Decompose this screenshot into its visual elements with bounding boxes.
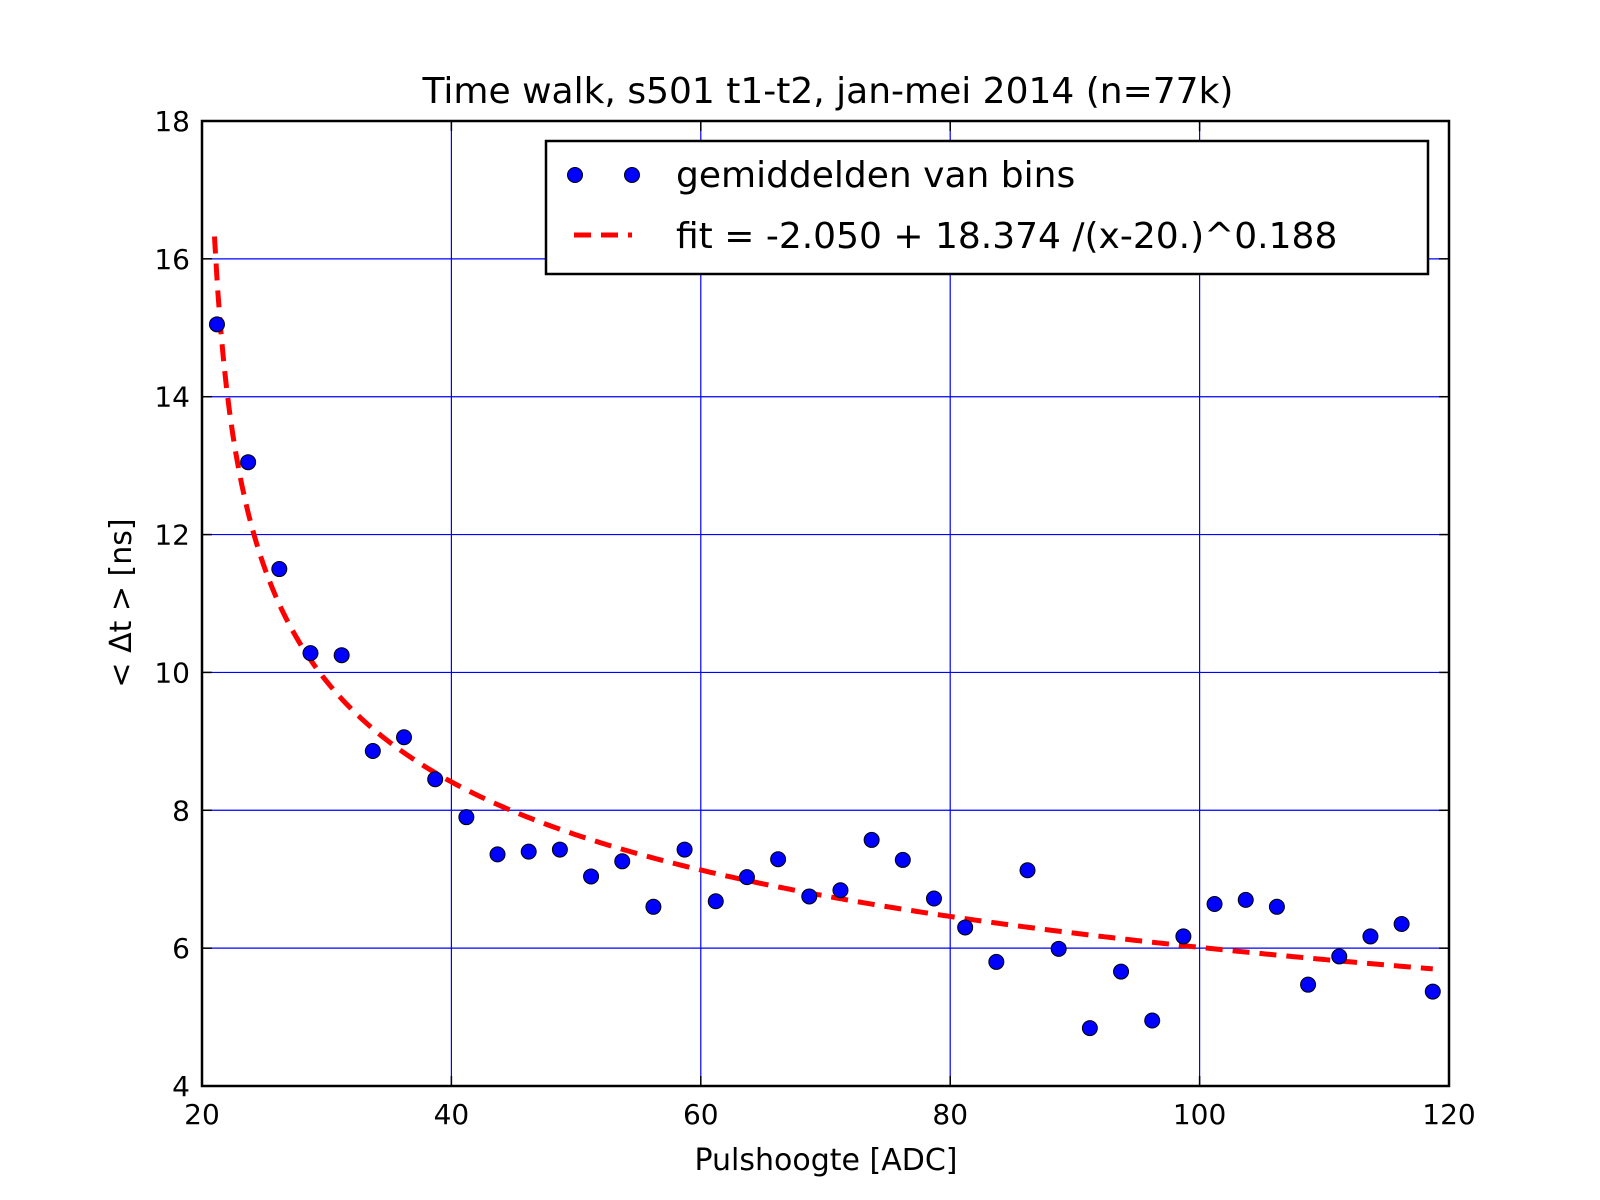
data-point (1393, 916, 1410, 933)
data-point (302, 645, 319, 662)
data-point (707, 893, 724, 910)
legend: gemiddelden van bins fit = -2.050 + 18.3… (544, 139, 1430, 276)
data-point (271, 561, 288, 578)
data-point (240, 454, 257, 471)
legend-label-points: gemiddelden van bins (676, 155, 1075, 196)
data-point (364, 743, 381, 760)
data-point (458, 809, 475, 826)
x-tick-labels: 20 40 60 80 100 120 (184, 1098, 1476, 1131)
data-point (396, 729, 413, 746)
x-tick-label: 80 (932, 1098, 968, 1131)
data-point (894, 851, 911, 868)
data-point (333, 647, 350, 664)
x-tick-label: 120 (1422, 1098, 1475, 1131)
data-point (583, 868, 600, 885)
data-point (1268, 898, 1285, 915)
legend-marker-point (624, 167, 640, 183)
data-point (1206, 896, 1223, 913)
data-point (832, 882, 849, 899)
y-tick-label: 14 (154, 381, 190, 414)
data-point (676, 841, 693, 858)
data-points-layer (208, 316, 1441, 1037)
plot-area-frame (200, 119, 1451, 1088)
data-point (1113, 963, 1130, 980)
data-point (551, 841, 568, 858)
data-point (1050, 940, 1067, 957)
data-point (988, 953, 1005, 970)
data-point (1362, 928, 1379, 945)
fit-curve-layer (211, 236, 1433, 972)
data-point (614, 853, 631, 870)
data-point (1424, 983, 1441, 1000)
y-tick-labels: 4 6 8 10 12 14 16 18 (154, 105, 190, 1103)
data-point (520, 843, 537, 860)
data-point (738, 869, 755, 886)
legend-frame (544, 139, 1430, 276)
fit-curve (211, 236, 1433, 972)
data-point (427, 771, 444, 788)
data-point (863, 831, 880, 848)
data-point (801, 888, 818, 905)
legend-marker-point (567, 167, 583, 183)
data-point (208, 316, 225, 333)
y-tick-label: 8 (172, 794, 190, 827)
x-tick-label: 20 (184, 1098, 220, 1131)
data-point (770, 851, 787, 868)
data-point (925, 890, 942, 907)
data-point (957, 919, 974, 936)
y-tick-label: 6 (172, 932, 190, 965)
y-tick-label: 18 (154, 105, 190, 138)
axis-ticks (201, 120, 1450, 1087)
chart-title: Time walk, s501 t1-t2, jan-mei 2014 (n=7… (422, 71, 1234, 112)
x-tick-label: 40 (434, 1098, 470, 1131)
data-point (1081, 1020, 1098, 1037)
y-tick-label: 16 (154, 243, 190, 276)
x-tick-label: 60 (683, 1098, 719, 1131)
x-axis-label: Pulshoogte [ADC] (694, 1143, 957, 1178)
legend-label-fit: fit = -2.050 + 18.374 /(x-20.)^0.188 (676, 216, 1337, 257)
data-point (1331, 948, 1348, 965)
y-axis-label: < Δt > [ns] (104, 518, 139, 687)
y-tick-label: 4 (172, 1070, 190, 1103)
y-tick-label: 12 (154, 519, 190, 552)
x-tick-label: 100 (1173, 1098, 1226, 1131)
data-point (645, 898, 662, 915)
data-point (489, 846, 506, 863)
data-point (1144, 1012, 1161, 1029)
data-point (1019, 862, 1036, 879)
data-point (1237, 891, 1254, 908)
data-point (1300, 976, 1317, 993)
y-tick-label: 10 (154, 656, 190, 689)
data-point (1175, 928, 1192, 945)
